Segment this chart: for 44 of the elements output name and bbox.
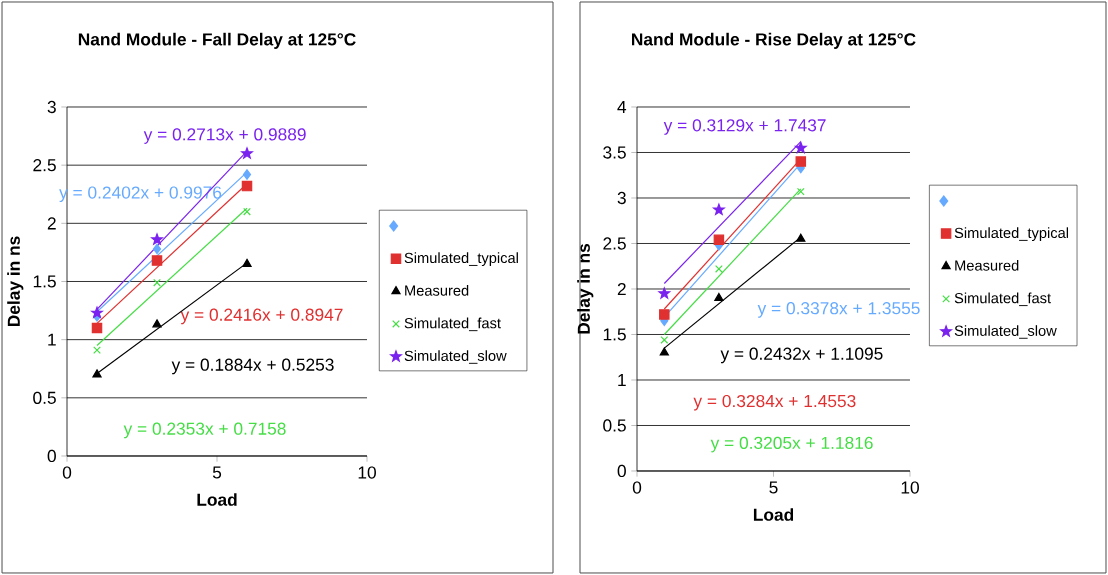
y-tick-label: 1.5 <box>603 328 626 341</box>
annotation: y = 0.1884x + 0.5253 <box>171 358 334 375</box>
y-tick-label: 1.5 <box>33 275 56 288</box>
y-tick-label: 0 <box>47 449 56 463</box>
x-axis-title: Load <box>197 493 237 506</box>
annotation: y = 0.2353x + 0.7158 <box>123 422 286 439</box>
legend-label: Measured <box>405 284 469 296</box>
legend-label: Simulated_slow <box>404 350 507 364</box>
y-axis-title: Delay in ns <box>7 236 24 327</box>
y-tick-label: 4 <box>617 101 627 113</box>
y-tick-label: 3 <box>617 191 626 205</box>
legend-label: Measured <box>955 259 1019 271</box>
legend-label: Simulated_typical <box>954 227 1069 241</box>
y-tick-label: 3.5 <box>603 146 626 159</box>
annotation: y = 0.3284x + 1.4553 <box>693 394 856 411</box>
x-tick-label: 10 <box>901 481 919 494</box>
annotation: y = 0.3129x + 1.7437 <box>663 119 826 135</box>
y-tick-label: 0.5 <box>603 419 626 432</box>
x-tick-label: 5 <box>769 481 778 494</box>
chart-title: Nand Module - Rise Delay at 125°C <box>632 32 916 49</box>
x-tick-label: 0 <box>632 481 642 494</box>
annotation: y = 0.2432x + 1.1095 <box>720 347 883 364</box>
y-tick-label: 2 <box>47 217 56 230</box>
y-tick-label: 1 <box>618 374 626 386</box>
legend-label: Simulated_fast <box>954 292 1051 307</box>
y-tick-label: 2 <box>617 282 626 296</box>
y-tick-label: 1 <box>48 333 56 346</box>
y-axis-title: Delay in ns <box>577 243 594 334</box>
annotation: y = 0.3205x + 1.1816 <box>710 436 873 453</box>
y-tick-label: 3 <box>47 100 56 114</box>
x-tick-label: 0 <box>62 466 72 479</box>
legend-label: Simulated_typical <box>404 252 518 267</box>
annotation: y = 0.2713x + 0.9889 <box>143 128 306 144</box>
x-axis-title: Load <box>753 508 794 521</box>
annotation: y = 0.3378x + 1.3555 <box>757 302 920 318</box>
x-tick-label: 5 <box>212 466 222 479</box>
legend-label: Simulated_fast <box>404 317 501 332</box>
legend-label: Simulated_slow <box>954 325 1057 339</box>
y-tick-label: 2.5 <box>603 237 626 250</box>
annotation: y = 0.2416x + 0.8947 <box>180 308 343 325</box>
y-tick-label: 0.5 <box>33 391 56 404</box>
chart-title: Nand Module - Fall Delay at 125°C <box>78 32 356 49</box>
x-tick-label: 10 <box>358 466 376 479</box>
y-tick-label: 2.5 <box>33 159 56 172</box>
